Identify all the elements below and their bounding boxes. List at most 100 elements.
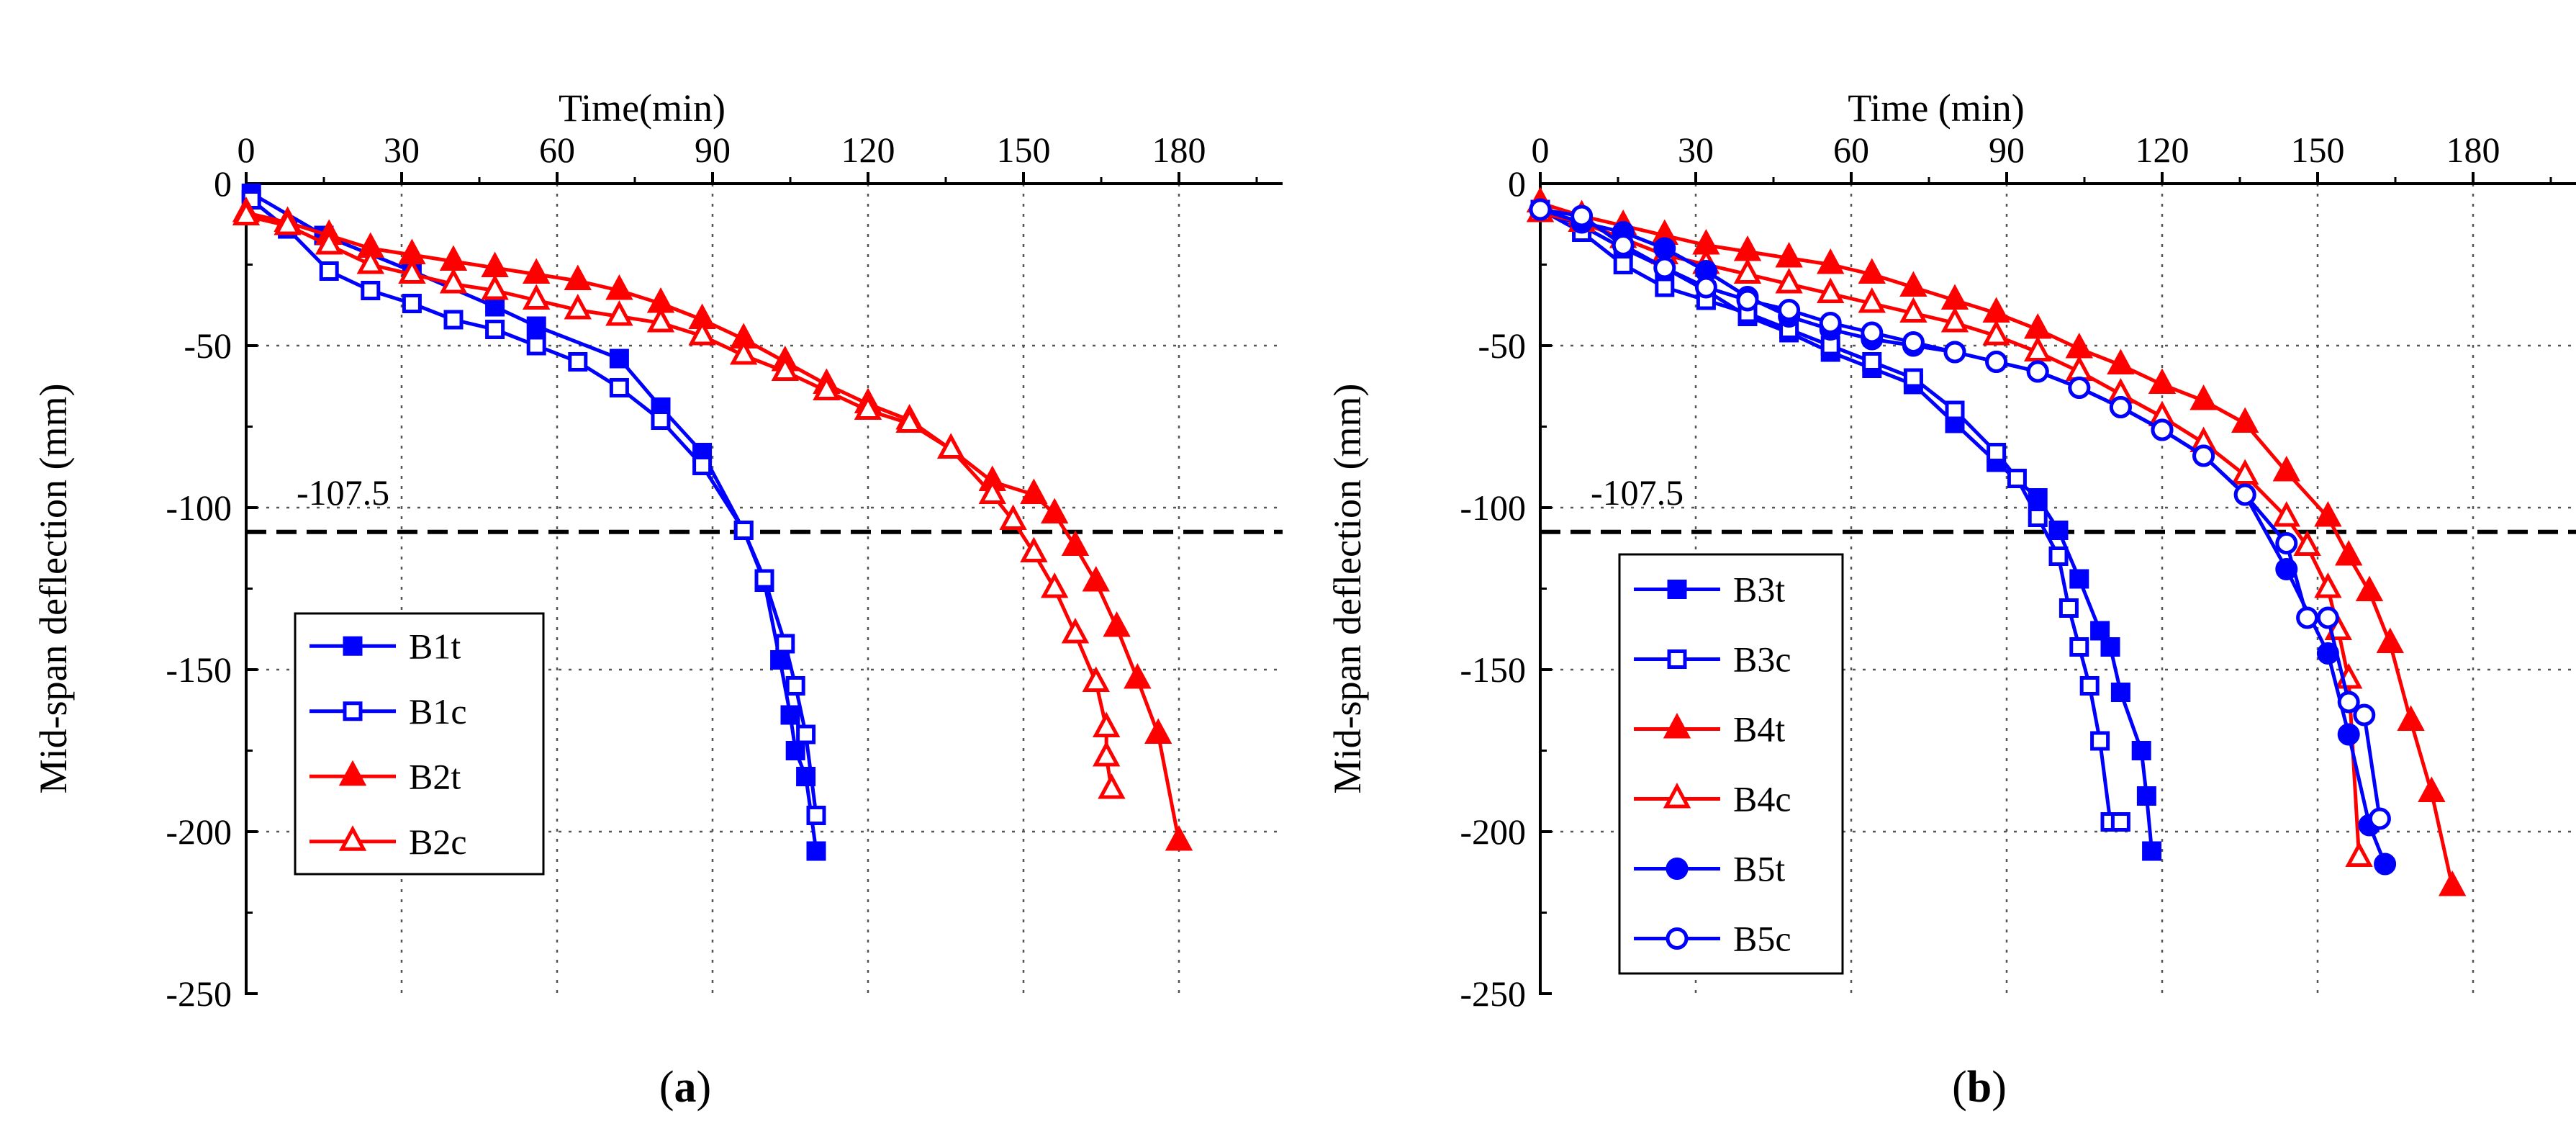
data-point-B2c <box>730 338 758 365</box>
data-point-B3c <box>1945 400 1965 420</box>
y-tick-label: -150 <box>166 649 232 690</box>
data-point-B2t <box>1041 498 1069 523</box>
data-point-B5c <box>1819 312 1842 334</box>
data-point-B2t <box>1082 565 1110 592</box>
x-tick-label: 0 <box>1532 130 1550 170</box>
data-point-B1c <box>526 336 546 356</box>
panel-caption: (b) <box>1952 1063 2007 1112</box>
legend-label-B5c: B5c <box>1733 919 1791 959</box>
data-point-B3c <box>2028 508 2048 527</box>
data-point-B4c <box>1858 287 1886 313</box>
legend-label-B5t: B5t <box>1733 849 1785 889</box>
y-tick-label: -100 <box>166 487 232 528</box>
data-point-B5c <box>1571 204 1594 228</box>
data-point-B2c <box>605 300 633 326</box>
data-point-B5t <box>2337 723 2360 746</box>
data-point-B3c <box>1862 352 1882 372</box>
data-point-B2c <box>315 228 343 255</box>
y-tick-label: -200 <box>166 811 232 852</box>
y-tick-label: -50 <box>1478 325 1526 366</box>
data-point-B1c <box>806 806 826 825</box>
series-B3c <box>1530 199 2130 832</box>
data-point-B2t <box>1124 662 1152 689</box>
data-point-B3t <box>2090 621 2110 641</box>
data-point-B4c <box>2345 841 2373 867</box>
data-point-B4t <box>1817 248 1845 274</box>
data-point-B1c <box>785 676 805 696</box>
legend-box <box>1618 553 1844 975</box>
x-tick-label: 120 <box>2136 130 2189 170</box>
data-point-B2c <box>274 209 302 235</box>
panel-a: 0 30 60 90 120 150 180 0 -50 -100 -150 -200 -250 Time… <box>32 86 1283 1112</box>
data-point-B4t <box>1899 271 1928 297</box>
data-point-B3t <box>2069 569 2089 589</box>
data-point-B1c <box>754 569 774 589</box>
data-point-B2c <box>523 284 551 310</box>
legend-marker-B2t <box>338 760 367 786</box>
data-point-B1c <box>402 294 422 313</box>
data-point-B2c <box>564 293 592 320</box>
legend-marker-B5t <box>1666 858 1689 880</box>
data-point-B5c <box>2068 377 2091 399</box>
data-point-B4c <box>2272 500 2300 527</box>
data-point-B5c <box>2109 396 2132 418</box>
data-point-B4t <box>2355 575 2384 601</box>
data-point-B3t <box>2028 488 2048 508</box>
data-point-B3c <box>1987 443 2007 462</box>
data-point-B3c <box>2069 637 2089 657</box>
legend-marker-B5c <box>1666 927 1689 950</box>
data-point-B2c <box>439 267 468 294</box>
data-point-B5t <box>2374 853 2397 876</box>
y-axis-title: Mid-span deflection (mm) <box>32 384 75 794</box>
data-point-B2c <box>398 258 426 284</box>
data-point-B4t <box>2272 455 2300 482</box>
data-point-B1c <box>796 724 816 745</box>
data-point-B4t <box>2107 348 2135 374</box>
data-point-B4c <box>1733 258 1762 284</box>
data-point-B4t <box>2335 539 2363 566</box>
reference-line-label: -107.5 <box>297 472 389 513</box>
y-tick-label: -100 <box>1460 487 1526 528</box>
data-point-B2c <box>481 274 509 300</box>
legend-marker-B4t <box>1663 712 1691 739</box>
data-point-B3c <box>1613 255 1633 274</box>
data-point-B5c <box>2026 360 2049 383</box>
legend-label-B4c: B4c <box>1733 779 1791 819</box>
panel-label: b <box>1967 1063 1992 1112</box>
data-point-B3c <box>2090 731 2110 751</box>
y-tick-label: -50 <box>184 325 232 366</box>
data-point-B1c <box>485 320 505 339</box>
data-point-B3t <box>2142 841 2162 861</box>
panel-label: a <box>674 1063 697 1112</box>
data-point-B2c <box>1093 740 1121 767</box>
x-tick-label: 60 <box>1833 130 1869 170</box>
legend-marker-B3t <box>1667 580 1687 599</box>
legend-label-B4t: B4t <box>1733 709 1785 750</box>
data-point-B1t <box>485 297 505 317</box>
data-point-B2c <box>356 248 384 274</box>
legend: B3t B3c B4t B4c B5t B5c <box>1618 553 1844 975</box>
y-tick-label: -200 <box>1460 811 1526 852</box>
data-point-B4c <box>2024 336 2052 361</box>
data-point-B5c <box>1612 234 1635 256</box>
data-point-B4t <box>2397 705 2425 731</box>
legend-marker-B1c <box>343 701 363 721</box>
data-point-B2c <box>771 355 799 381</box>
data-point-B4t <box>2231 407 2259 433</box>
x-axis-title: Time (min) <box>1848 86 2025 130</box>
data-point-B1c <box>361 281 381 300</box>
data-point-B3c <box>2079 676 2100 696</box>
data-point-B3c <box>2110 812 2130 832</box>
data-point-B1c <box>651 410 671 430</box>
data-point-B2c <box>1041 572 1069 598</box>
x-tick-label: 120 <box>841 130 895 170</box>
data-point-B4c <box>1775 267 1803 294</box>
y-tick-label: -250 <box>166 973 232 1014</box>
x-tick-label: 150 <box>2291 130 2345 170</box>
data-point-B4c <box>2293 530 2321 556</box>
data-point-B1t <box>785 741 805 760</box>
legend-label-B2t: B2t <box>409 756 461 796</box>
data-point-B4t <box>2314 500 2342 527</box>
data-point-B1c <box>609 378 629 397</box>
